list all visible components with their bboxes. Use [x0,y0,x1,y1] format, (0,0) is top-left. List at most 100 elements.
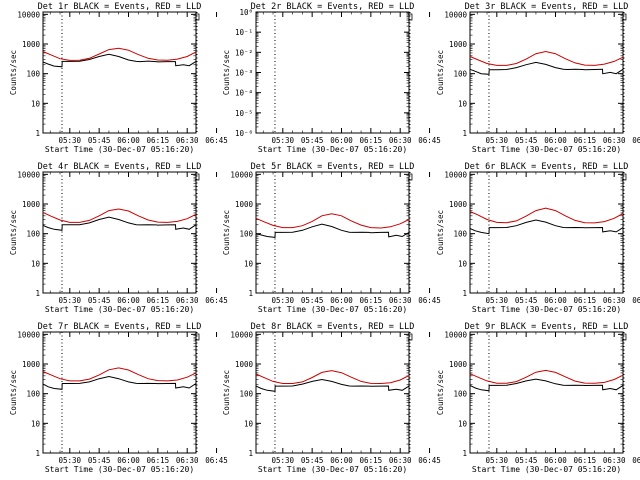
bracket-marker [621,13,627,21]
x-tick-label: 06:30 [176,296,199,305]
plot-frame [469,331,624,454]
x-tick-label: 05:45 [88,136,111,145]
x-tick-label: 06:15 [360,136,383,145]
plot-title: Det 3r BLACK = Events, RED = LLD [465,2,629,12]
y-tick-label: 10000 [17,170,40,179]
x-tick-label: 05:30 [272,296,295,305]
y-tick-label: 10⁻¹ [235,28,253,37]
y-tick-label: 10000 [444,170,467,179]
bracket-marker [194,333,200,341]
y-tick-label: 1 [248,289,253,298]
x-axis-label: Start Time (30-Dec-07 05:16:20) [472,465,621,474]
y-tick-label: 10000 [444,10,467,19]
y-tick-label: 10000 [17,330,40,339]
x-tick-label: 06:15 [360,456,383,465]
lld-series-line [255,213,410,229]
x-tick-label: 06:45 [205,136,228,145]
x-axis-label: Start Time (30-Dec-07 05:16:20) [45,465,194,474]
lld-series-line [42,47,197,61]
y-tick-label: 10 [244,259,254,268]
y-axis-label: Counts/sec [222,50,231,95]
plot-panel: Det 6r BLACK = Events, RED = LLD 1 10 100 10… [436,162,640,314]
events-series-line [469,378,624,392]
y-tick-label: 1 [35,289,40,298]
x-tick-label: 06:45 [205,296,228,305]
plot-title: Det 2r BLACK = Events, RED = LLD [251,2,415,12]
x-tick-label: 06:15 [574,136,597,145]
y-axis-label: Counts/sec [222,370,231,415]
x-tick-label: 05:30 [486,136,509,145]
plot-panel: Det 2r BLACK = Events, RED = LLD 10⁻⁶ 10⁻⁵… [222,2,441,154]
x-tick-label: 06:00 [117,136,140,145]
plot-panel: Det 8r BLACK = Events, RED = LLD 1 10 100 10… [222,322,441,474]
y-axis-label: Counts/sec [9,210,18,255]
bracket-marker [407,173,413,181]
y-tick-label: 10 [31,99,41,108]
y-tick-label: 100 [453,230,467,239]
plot-frame [255,11,410,134]
x-axis-label: Start Time (30-Dec-07 05:16:20) [258,145,407,154]
x-tick-label: 06:00 [117,456,140,465]
y-axis-label: Counts/sec [436,370,445,415]
y-tick-label: 10 [458,259,468,268]
x-tick-label: 05:45 [301,296,324,305]
plot-panel: Det 3r BLACK = Events, RED = LLD 1 10 100 10… [436,2,640,154]
x-tick-label: 06:45 [632,456,640,465]
x-tick-label: 06:45 [418,296,441,305]
x-axis-label: Start Time (30-Dec-07 05:16:20) [472,145,621,154]
y-tick-label: 10 [31,419,41,428]
y-tick-label: 1000 [22,40,41,49]
x-tick-label: 06:30 [603,456,626,465]
events-series-line [42,53,197,68]
y-tick-label: 100 [239,230,253,239]
events-series-line [42,375,197,390]
y-tick-label: 10⁻⁶ [235,129,253,138]
x-tick-label: 06:30 [389,136,412,145]
y-tick-label: 100 [26,390,40,399]
plot-panel: Det 5r BLACK = Events, RED = LLD 1 10 100 10… [222,162,441,314]
bracket-marker [407,13,413,21]
plot-frame [469,11,624,134]
y-tick-label: 10 [458,419,468,428]
y-tick-label: 10⁻² [235,48,253,57]
y-tick-label: 1000 [235,200,254,209]
x-tick-label: 06:45 [205,456,228,465]
y-tick-label: 1 [462,289,467,298]
x-tick-label: 06:30 [603,296,626,305]
events-series-line [255,223,410,238]
bracket-marker [621,333,627,341]
y-tick-label: 1000 [22,200,41,209]
plot-title: Det 9r BLACK = Events, RED = LLD [465,322,629,332]
x-tick-label: 06:00 [117,296,140,305]
y-tick-label: 100 [26,70,40,79]
plot-title: Det 5r BLACK = Events, RED = LLD [251,162,415,172]
y-tick-label: 1 [248,449,253,458]
x-tick-label: 06:00 [544,456,567,465]
y-tick-label: 1 [462,129,467,138]
x-tick-label: 06:15 [147,136,170,145]
x-tick-label: 06:30 [389,296,412,305]
x-tick-label: 05:45 [515,456,538,465]
y-tick-label: 100 [239,390,253,399]
y-axis-label: Counts/sec [436,50,445,95]
y-axis-label: Counts/sec [9,370,18,415]
x-tick-label: 06:30 [389,456,412,465]
plot-frame [42,11,197,134]
plot-title: Det 6r BLACK = Events, RED = LLD [465,162,629,172]
lld-series-line [469,369,624,384]
y-tick-label: 10000 [17,10,40,19]
plot-panel: Det 9r BLACK = Events, RED = LLD 1 10 100 10… [436,322,640,474]
y-tick-label: 100 [453,390,467,399]
y-tick-label: 10⁻⁵ [235,109,253,118]
x-tick-label: 06:45 [418,456,441,465]
bracket-marker [194,13,200,21]
y-tick-label: 10 [31,259,41,268]
events-series-line [469,219,624,235]
y-tick-label: 10⁻³ [235,69,253,78]
lld-series-line [255,370,410,385]
y-tick-label: 10⁰ [239,8,253,17]
bracket-marker [621,173,627,181]
x-tick-label: 05:30 [486,456,509,465]
y-tick-label: 1000 [449,40,468,49]
